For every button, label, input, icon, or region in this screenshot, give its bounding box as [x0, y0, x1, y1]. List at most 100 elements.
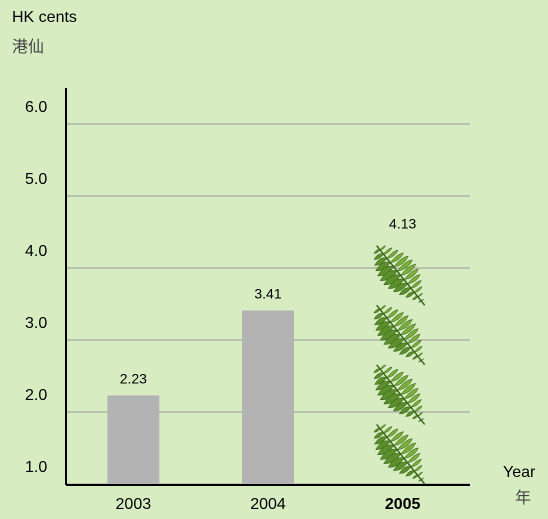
fern-leaflet: [418, 479, 422, 482]
fern-leaflet: [403, 387, 419, 400]
fern-leaflet: [417, 471, 423, 476]
fern-leaflet: [393, 255, 409, 268]
fern-leaflet: [392, 283, 408, 293]
fern-leaflet: [400, 263, 417, 276]
fern-leaflet: [407, 393, 421, 404]
fern-leaflet: [386, 369, 399, 378]
y-axis-label: HK cents: [12, 9, 77, 26]
fern-leaflet: [373, 313, 384, 320]
y-tick-label: 5.0: [25, 171, 47, 188]
y-tick-label: 4.0: [25, 243, 47, 260]
fern-leaflet: [418, 300, 422, 303]
fern-leaflet: [410, 458, 422, 468]
fern-leaflet: [412, 355, 419, 360]
fern-leaflet: [407, 452, 421, 463]
fern-leaflet: [379, 305, 387, 310]
fern-leaflet: [421, 298, 425, 302]
fern-leaflet: [398, 466, 412, 474]
fern-leaflet: [390, 312, 404, 323]
fern-leaflet: [397, 378, 413, 391]
fern-leaflet: [398, 287, 412, 295]
fern-leaflet: [400, 442, 417, 455]
fern-leaflet: [403, 328, 419, 340]
fern-leaflet: [405, 470, 415, 477]
y-tick-label: 6.0: [25, 99, 47, 116]
fern-leaflet: [417, 412, 423, 417]
y-axis-label-zh: 港仙: [12, 38, 44, 56]
fern-leaflet: [379, 364, 387, 370]
fern-leaflet: [386, 249, 399, 259]
fern-leaflet: [400, 323, 417, 336]
fern-leaflet: [418, 360, 422, 363]
bar: [242, 310, 294, 484]
bar: [107, 395, 160, 484]
fern-leaflet: [417, 352, 423, 357]
fern-leaflet: [373, 368, 381, 373]
fern-leaflet: [373, 432, 384, 439]
fern-leaflet: [417, 292, 423, 297]
y-tick-label: 1.0: [25, 459, 47, 476]
fern-leaflet: [421, 418, 425, 421]
fern-leaflet: [386, 309, 399, 319]
fern-leaflet: [397, 259, 413, 272]
fern-leaflet: [410, 280, 422, 289]
fern-leaflet: [405, 351, 415, 358]
fern-leaflet: [374, 257, 388, 266]
fern-leaflet: [379, 245, 387, 251]
fern-leaflet: [390, 371, 404, 383]
fern-leaflet: [421, 358, 425, 361]
fern-leaflet: [374, 317, 388, 326]
fern-leaflet: [373, 428, 381, 433]
y-tick-label: 3.0: [25, 315, 47, 332]
fern-leaflet: [383, 366, 393, 374]
fern-leaflet: [373, 308, 381, 314]
fern-leaflet: [373, 249, 381, 254]
fern-leaflet: [392, 461, 408, 471]
fern-leaflet: [398, 346, 412, 355]
fern-leaflet: [407, 333, 421, 344]
fern-leaflet: [374, 436, 388, 445]
fern-leaflet: [414, 345, 423, 353]
data-label: 2.23: [120, 370, 147, 386]
fern-leaflet: [418, 419, 422, 422]
fern-leaflet: [383, 247, 393, 255]
fern-leaflet: [410, 339, 422, 349]
fern-leaflet: [393, 315, 409, 327]
fern-leaflet: [405, 291, 415, 298]
fern-leaflet: [383, 426, 393, 434]
fern-leaflet: [405, 410, 415, 417]
fern-leaflet: [397, 438, 413, 451]
fern-leaflet: [374, 376, 388, 385]
x-axis-label-zh: 年: [515, 489, 531, 507]
fern-leaflet: [390, 252, 404, 263]
fern-leaflet: [414, 465, 423, 472]
data-label: 3.41: [254, 285, 281, 301]
fern-leaflet: [393, 434, 409, 446]
fern-leaflet: [414, 286, 423, 293]
x-tick-label: 2005: [385, 496, 421, 513]
fern-leaflet: [400, 383, 417, 395]
fern-leaflet: [393, 374, 409, 387]
fern-leaflet: [410, 399, 422, 408]
x-axis-label: Year: [503, 464, 536, 481]
fern-leaflet: [403, 447, 419, 459]
fern-leaflet: [383, 307, 393, 314]
x-tick-label: 2003: [116, 496, 152, 513]
fern-leaflet: [412, 474, 419, 479]
fern-leaflet: [398, 406, 412, 415]
y-tick-label: 2.0: [25, 387, 47, 404]
fern-leaflet: [403, 268, 419, 280]
fern-bar: [373, 245, 426, 485]
fern-leaflet: [390, 431, 404, 442]
fern-leaflet: [414, 405, 423, 412]
fern-leaflet: [373, 372, 384, 379]
fern-leaflet: [373, 253, 384, 260]
x-tick-label: 2004: [250, 496, 286, 513]
fern-leaflet: [412, 415, 419, 420]
fern-leaflet: [392, 402, 408, 412]
fern-leaflet: [379, 424, 387, 429]
fern-leaflet: [392, 342, 408, 352]
fern-leaflet: [397, 319, 413, 332]
fern-leaflet: [421, 477, 425, 480]
